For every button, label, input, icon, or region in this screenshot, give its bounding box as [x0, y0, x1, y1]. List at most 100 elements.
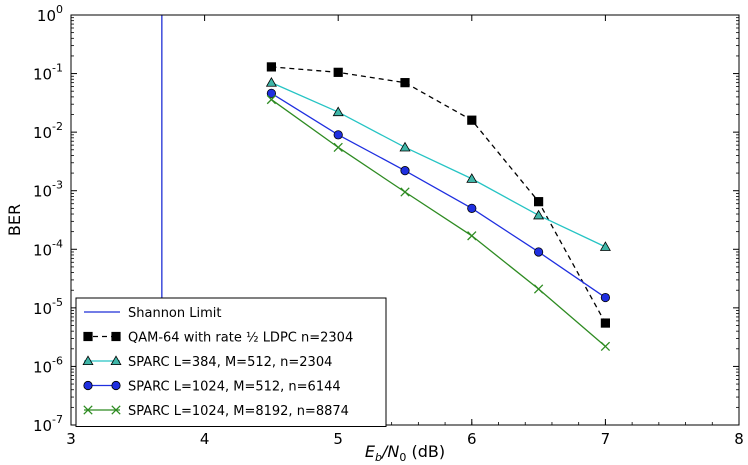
plot-area: [161, 15, 611, 425]
legend-label-2: QAM-64 with rate ½ LDPC n=2304: [128, 331, 353, 346]
legend-marker-a-4: [83, 380, 93, 391]
x-tick-label-6: 6: [467, 430, 477, 448]
series-3-point-3: [400, 166, 410, 176]
series-3-line: [271, 92, 606, 299]
y-tick-exponent: -6: [52, 354, 63, 367]
series-2-point-4: [466, 173, 478, 183]
x-label-n: /N: [380, 442, 399, 461]
y-axis-label: BER: [5, 204, 24, 236]
series-2-point-1: [265, 77, 277, 87]
y-tick-label-0: 100: [37, 3, 63, 25]
series-4: [266, 94, 611, 352]
y-tick-exponent: -5: [52, 296, 63, 309]
y-tick-exponent: -3: [52, 179, 63, 192]
y-tick-base: 10: [33, 124, 52, 142]
x-label-zero: 0: [399, 451, 406, 464]
plot-frame: [70, 14, 740, 426]
series-1-line: [271, 66, 606, 324]
y-tick-base: 10: [33, 183, 52, 201]
y-tick-label-1: 10-1: [33, 62, 63, 84]
legend-box: [75, 297, 387, 427]
x-label-e: E: [365, 442, 376, 461]
legend-label-1: Shannon Limit: [128, 306, 222, 321]
legend-marker-a-2: [83, 331, 93, 342]
series-3-point-6: [600, 292, 611, 303]
legend-entry-3: SPARC L=384, M=512, n=2304: [82, 355, 332, 370]
legend-entry-5: SPARC L=1024, M=8192, n=8874: [83, 404, 349, 419]
legend-entry-2: QAM-64 with rate ½ LDPC n=2304: [83, 331, 353, 346]
y-tick-base: 10: [37, 7, 56, 25]
series-1-point-3: [400, 78, 410, 88]
y-tick-label-6: 10-6: [33, 354, 63, 376]
legend-marker-b-2: [111, 331, 121, 342]
y-tick-label-3: 10-3: [33, 179, 63, 201]
y-tick-exponent: -2: [52, 120, 63, 133]
y-tick-base: 10: [33, 358, 52, 376]
y-tick-exponent: 0: [56, 3, 63, 16]
series-3: [266, 88, 611, 303]
plot-content: [161, 15, 611, 425]
series-4-point-2-stroke-b: [333, 142, 343, 153]
series-2-line: [271, 82, 606, 248]
y-tick-label-2: 10-2: [33, 120, 63, 142]
series-2: [265, 77, 611, 251]
series-1-point-2: [333, 67, 343, 77]
x-tick-label-3: 3: [66, 430, 76, 448]
series-4-point-5-stroke-b: [533, 284, 544, 294]
y-tick-exponent: -1: [52, 62, 63, 75]
x-tick-label-5: 5: [333, 430, 343, 448]
legend-marker-a-3: [82, 355, 94, 366]
series-4-point-4-stroke-b: [467, 231, 477, 241]
series-4-line: [271, 99, 606, 347]
series-2-point-3: [399, 141, 411, 152]
legend-label-5: SPARC L=1024, M=8192, n=8874: [128, 404, 349, 419]
legend-entry-1: Shannon Limit: [84, 306, 222, 321]
y-tick-base: 10: [33, 417, 52, 435]
legend-label-4: SPARC L=1024, M=512, n=6144: [128, 380, 341, 395]
series-4-point-2: [333, 142, 343, 153]
series-4-point-6: [600, 341, 611, 352]
series-2-point-5: [533, 209, 545, 220]
y-tick-base: 10: [33, 66, 52, 84]
series-3-point-4: [467, 203, 477, 213]
legend: Shannon Limit QAM-64 with rate ½ LDPC n=2…: [75, 297, 387, 427]
series-4-point-6-stroke-b: [600, 341, 611, 352]
y-tick-label-4: 10-4: [33, 237, 63, 259]
x-label-unit: (dB): [406, 442, 445, 461]
series-3-point-5: [533, 247, 544, 257]
series-3-point-2: [333, 130, 343, 140]
x-tick-label-4: 4: [200, 430, 210, 448]
y-tick-exponent: -4: [52, 237, 63, 250]
x-axis-label: Eb/N0 (dB): [365, 442, 445, 464]
legend-marker-a-5-stroke-b: [83, 405, 93, 415]
x-label-b: b: [375, 451, 382, 464]
series-3-point-1: [266, 88, 276, 98]
y-tick-label-5: 10-5: [33, 296, 63, 318]
legend-marker-a-5: [83, 405, 93, 415]
legend-entry-4: SPARC L=1024, M=512, n=6144: [83, 380, 341, 395]
legend-marker-b-3: [110, 355, 122, 366]
series-4-point-5: [533, 284, 544, 294]
series-4-point-3-stroke-b: [400, 187, 410, 197]
legend-marker-b-5: [111, 405, 121, 415]
y-tick-exponent: -7: [52, 413, 63, 426]
legend-label-3: SPARC L=384, M=512, n=2304: [128, 355, 332, 370]
series-4-point-1: [266, 94, 277, 105]
series-4-point-3: [400, 187, 410, 197]
legend-marker-b-4: [111, 380, 121, 391]
x-tick-label-8: 8: [734, 430, 744, 448]
legend-marker-b-5-stroke-b: [111, 405, 121, 415]
series-4-point-4: [467, 231, 477, 241]
x-tick-label-7: 7: [601, 430, 611, 448]
y-tick-label-7: 10-7: [33, 413, 63, 435]
series-1-point-6: [600, 318, 611, 328]
y-tick-base: 10: [33, 300, 52, 318]
series-4-point-1-stroke-b: [266, 94, 277, 105]
series-1-point-5: [534, 197, 544, 207]
series-2-point-6: [599, 241, 611, 251]
series-1-point-1: [266, 62, 277, 72]
series-2-point-2: [332, 106, 344, 117]
y-tick-base: 10: [33, 241, 52, 259]
